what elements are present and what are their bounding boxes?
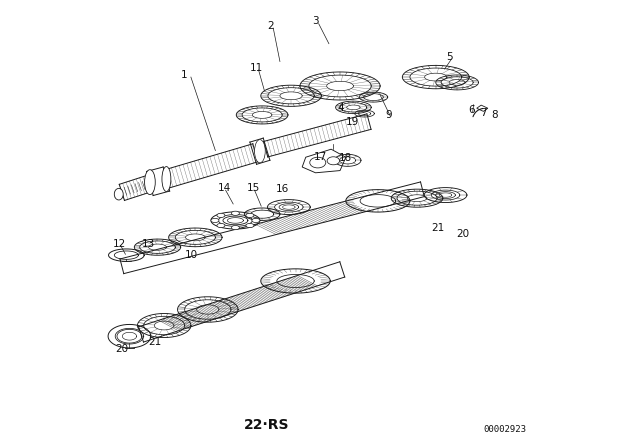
Text: 3: 3 <box>312 17 319 26</box>
Text: 5: 5 <box>446 52 452 62</box>
Text: 10: 10 <box>184 250 198 260</box>
Text: 6: 6 <box>468 105 475 116</box>
Text: 4: 4 <box>338 103 344 113</box>
Text: 15: 15 <box>246 183 260 194</box>
Text: 12: 12 <box>113 239 126 249</box>
Ellipse shape <box>217 224 225 228</box>
Ellipse shape <box>217 213 225 217</box>
Ellipse shape <box>232 211 239 215</box>
Text: 14: 14 <box>218 183 231 194</box>
Text: 11: 11 <box>250 63 264 73</box>
Text: 20: 20 <box>456 229 469 239</box>
Text: 21: 21 <box>431 224 445 233</box>
Ellipse shape <box>255 140 265 163</box>
Ellipse shape <box>310 157 326 168</box>
Text: 13: 13 <box>142 239 156 249</box>
Text: 22·RS: 22·RS <box>244 418 289 432</box>
Text: 18: 18 <box>339 153 353 163</box>
Text: 8: 8 <box>492 110 499 120</box>
Text: 17: 17 <box>314 152 326 162</box>
Ellipse shape <box>115 188 124 200</box>
Ellipse shape <box>211 218 219 223</box>
Text: 21: 21 <box>148 337 162 347</box>
Ellipse shape <box>232 225 239 230</box>
Text: 19: 19 <box>346 116 358 127</box>
Text: 2: 2 <box>268 21 275 31</box>
Text: 9: 9 <box>386 110 392 120</box>
Text: 16: 16 <box>276 184 289 194</box>
Text: 20: 20 <box>115 344 129 353</box>
Ellipse shape <box>246 224 254 228</box>
Ellipse shape <box>246 213 254 217</box>
Ellipse shape <box>327 157 340 165</box>
Text: 1: 1 <box>181 70 188 80</box>
Ellipse shape <box>145 170 156 194</box>
Ellipse shape <box>252 218 260 223</box>
Text: 7: 7 <box>481 108 487 118</box>
Ellipse shape <box>162 167 171 191</box>
Text: 00002923: 00002923 <box>483 425 526 434</box>
